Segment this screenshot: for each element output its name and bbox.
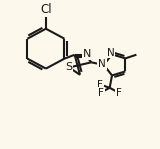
Text: N: N <box>107 48 115 58</box>
Text: N: N <box>82 49 91 59</box>
Text: N: N <box>98 59 106 69</box>
Text: F: F <box>116 88 122 98</box>
Text: Cl: Cl <box>40 3 52 16</box>
Text: S: S <box>65 62 72 72</box>
Text: F: F <box>97 80 103 90</box>
Text: F: F <box>98 88 104 98</box>
